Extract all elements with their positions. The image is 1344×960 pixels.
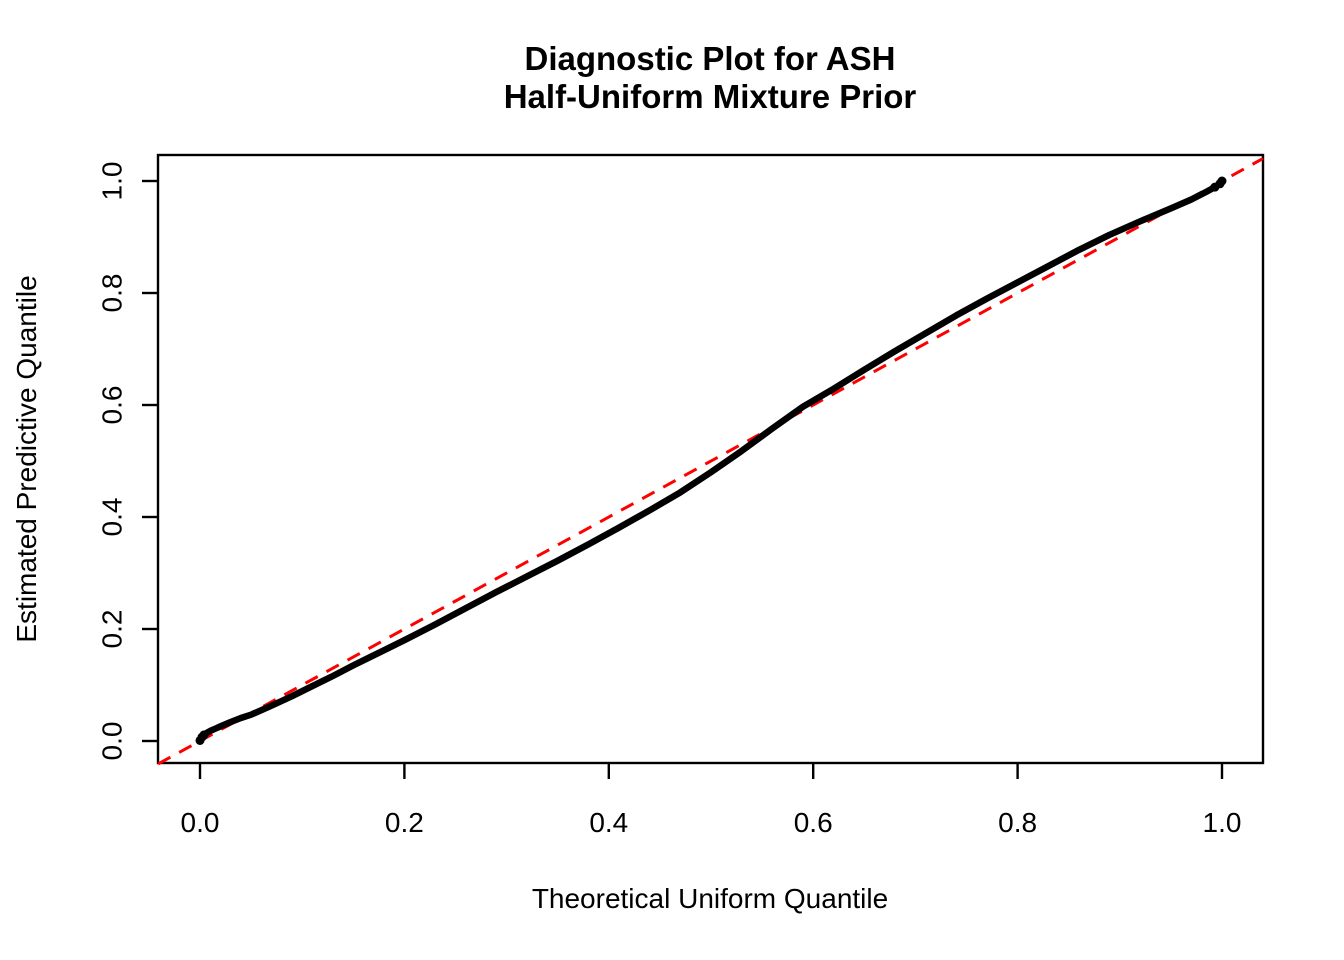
y-tick-label: 0.8 <box>97 274 128 313</box>
reference-diagonal-line <box>157 157 1264 766</box>
qq-point-cluster <box>199 730 209 740</box>
qq-curve-endpoint-clusters <box>195 176 1227 745</box>
x-axis-ticks: 0.0 0.2 0.4 0.6 0.8 1.0 <box>181 763 1242 838</box>
x-tick-label: 0.6 <box>794 807 833 838</box>
x-tick-label: 0.0 <box>181 807 220 838</box>
y-tick-label: 0.4 <box>97 498 128 537</box>
plot-box <box>156 153 1265 765</box>
x-tick-label: 0.2 <box>385 807 424 838</box>
y-tick-label: 1.0 <box>97 162 128 201</box>
plot-title-line2: Half-Uniform Mixture Prior <box>504 78 917 115</box>
x-tick-label: 0.4 <box>589 807 628 838</box>
plot-title-line1: Diagnostic Plot for ASH <box>525 40 896 77</box>
y-tick-label: 0.0 <box>97 722 128 761</box>
y-tick-label: 0.6 <box>97 386 128 425</box>
qq-curve <box>196 177 1226 744</box>
x-axis-title: Theoretical Uniform Quantile <box>532 883 888 914</box>
y-axis-ticks: 0.0 0.2 0.4 0.6 0.8 1.0 <box>97 162 158 761</box>
x-tick-label: 1.0 <box>1203 807 1242 838</box>
qq-point-cluster <box>1217 176 1227 186</box>
y-axis-title: Estimated Predictive Quantile <box>11 275 42 642</box>
x-tick-label: 0.8 <box>998 807 1037 838</box>
y-tick-label: 0.2 <box>97 610 128 649</box>
